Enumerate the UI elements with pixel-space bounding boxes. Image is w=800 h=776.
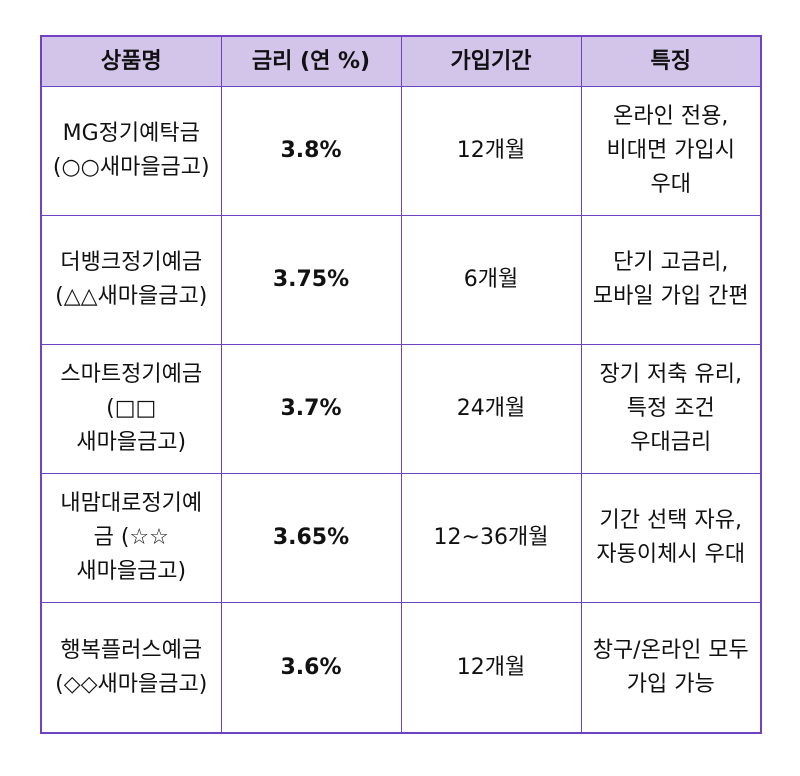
table-row: MG정기예탁금 (○○새마을금고) 3.8% 12개월 온라인 전용, 비대면 … [40, 86, 762, 216]
cell-interest-rate: 3.8% [220, 86, 402, 216]
header-interest-rate: 금리 (연 %) [220, 35, 402, 87]
cell-interest-rate: 3.75% [220, 215, 402, 345]
cell-subscription-term: 12개월 [400, 602, 582, 734]
cell-product-name: 더뱅크정기예금 (△△새마을금고) [40, 215, 222, 345]
table-header-row: 상품명 금리 (연 %) 가입기간 특징 [40, 35, 762, 87]
deposit-comparison-table-container: 상품명 금리 (연 %) 가입기간 특징 MG정기예탁금 (○○새마을금고) 3… [40, 35, 762, 734]
cell-interest-rate: 3.7% [220, 344, 402, 474]
cell-product-name: MG정기예탁금 (○○새마을금고) [40, 86, 222, 216]
deposit-comparison-table: 상품명 금리 (연 %) 가입기간 특징 MG정기예탁금 (○○새마을금고) 3… [40, 35, 762, 734]
cell-interest-rate: 3.65% [220, 473, 402, 603]
table-row: 더뱅크정기예금 (△△새마을금고) 3.75% 6개월 단기 고금리, 모바일 … [40, 215, 762, 345]
table-row: 스마트정기예금 (□□새마을금고) 3.7% 24개월 장기 저축 유리, 특정… [40, 344, 762, 474]
cell-subscription-term: 12개월 [400, 86, 582, 216]
table-row: 내맘대로정기예금 (☆☆새마을금고) 3.65% 12~36개월 기간 선택 자… [40, 473, 762, 603]
cell-features: 단기 고금리, 모바일 가입 간편 [580, 215, 762, 345]
cell-subscription-term: 12~36개월 [400, 473, 582, 603]
cell-subscription-term: 6개월 [400, 215, 582, 345]
table-row: 행복플러스예금 (◇◇새마을금고) 3.6% 12개월 창구/온라인 모두 가입… [40, 602, 762, 734]
cell-subscription-term: 24개월 [400, 344, 582, 474]
header-product-name: 상품명 [40, 35, 222, 87]
cell-product-name: 스마트정기예금 (□□새마을금고) [40, 344, 222, 474]
cell-features: 온라인 전용, 비대면 가입시 우대 [580, 86, 762, 216]
header-subscription-term: 가입기간 [400, 35, 582, 87]
cell-interest-rate: 3.6% [220, 602, 402, 734]
cell-product-name: 행복플러스예금 (◇◇새마을금고) [40, 602, 222, 734]
cell-features: 창구/온라인 모두 가입 가능 [580, 602, 762, 734]
cell-product-name: 내맘대로정기예금 (☆☆새마을금고) [40, 473, 222, 603]
cell-features: 기간 선택 자유, 자동이체시 우대 [580, 473, 762, 603]
header-features: 특징 [580, 35, 762, 87]
cell-features: 장기 저축 유리, 특정 조건 우대금리 [580, 344, 762, 474]
